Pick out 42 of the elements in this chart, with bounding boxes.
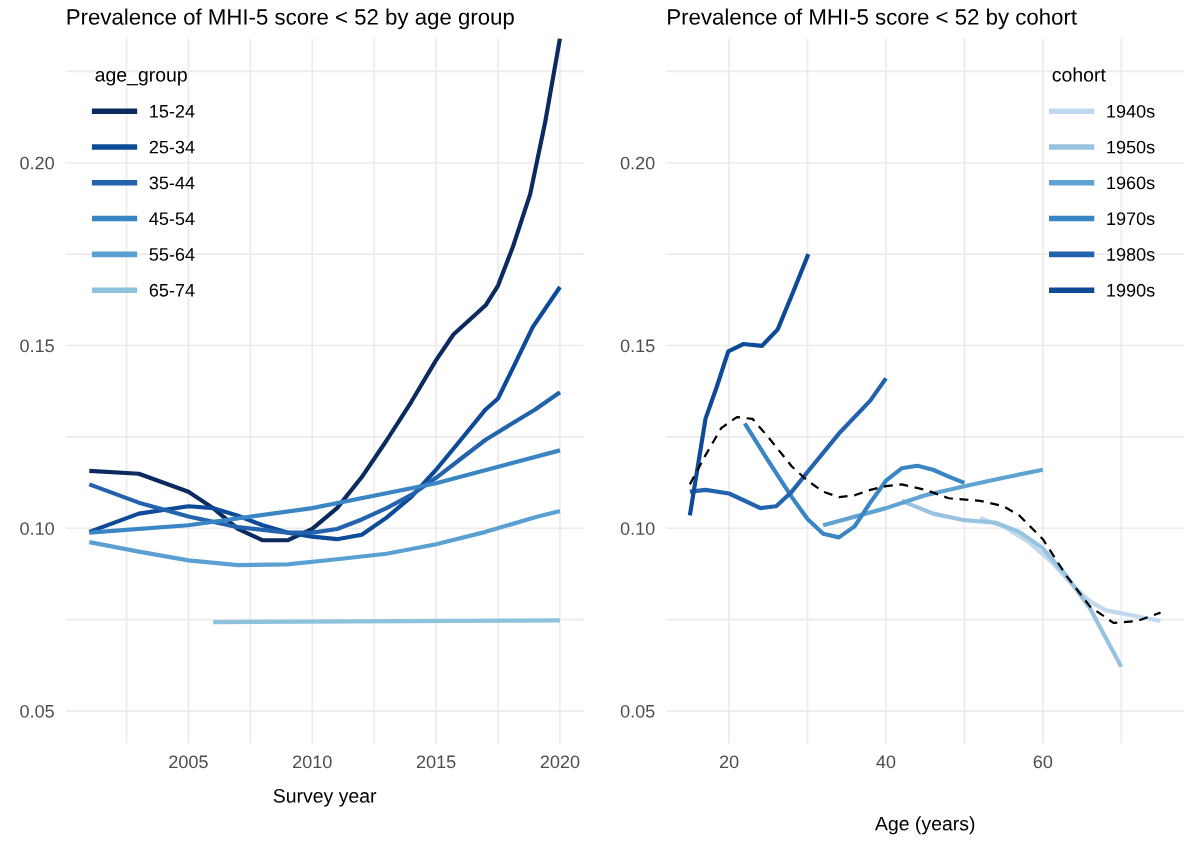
- y-tick-label: 0.10: [20, 522, 54, 535]
- x-tick-label: 2015: [416, 755, 456, 769]
- legend-label: 1990s: [1107, 283, 1155, 297]
- legend-label: 1940s: [1107, 104, 1155, 118]
- legend-label: 45-54: [149, 212, 195, 226]
- legend-label: 1980s: [1107, 248, 1155, 261]
- y-tick-label: 0.15: [20, 339, 54, 353]
- legend-label: 35-44: [149, 176, 195, 190]
- x-tick-label: 40: [876, 755, 896, 769]
- line-series: [87, 390, 563, 535]
- chart-title: Prevalence of MHI-5 score < 52 by cohort: [668, 8, 1077, 30]
- x-tick-label: 20: [719, 755, 739, 769]
- x-tick-label: 2005: [169, 755, 208, 769]
- y-tick-label: 0.10: [620, 522, 655, 535]
- x-tick-label: 60: [1033, 755, 1053, 769]
- y-tick-label: 0.20: [20, 156, 54, 170]
- x-axis-title: Age (years): [874, 816, 975, 835]
- legend-label: 55-64: [149, 248, 195, 261]
- chart-title: Prevalence of MHI-5 score < 52 by age group: [67, 8, 514, 30]
- x-axis-title: Survey year: [273, 788, 377, 807]
- legend-label: 65-74: [149, 283, 195, 297]
- line-series: [687, 252, 811, 518]
- y-tick-label: 0.05: [620, 704, 655, 718]
- line-series: [688, 416, 1162, 624]
- x-tick-label: 2010: [293, 755, 332, 769]
- legend-title: cohort: [1052, 67, 1106, 82]
- legend-title: age_group: [95, 70, 187, 86]
- line-series: [742, 421, 967, 540]
- x-tick-label: 2020: [540, 755, 580, 769]
- y-tick-label: 0.15: [620, 339, 655, 353]
- legend-label: 1950s: [1107, 140, 1155, 154]
- line-series: [87, 38, 563, 543]
- legend-label: 15-24: [150, 104, 195, 118]
- legend-label: 25-34: [149, 140, 195, 154]
- legend-label: 1970s: [1107, 212, 1155, 226]
- line-series: [87, 448, 563, 535]
- y-tick-label: 0.20: [620, 156, 655, 170]
- legend-label: 1960s: [1107, 176, 1155, 190]
- line-series: [821, 467, 1045, 528]
- y-tick-label: 0.05: [20, 704, 54, 718]
- line-series: [87, 508, 563, 568]
- line-series: [687, 376, 889, 511]
